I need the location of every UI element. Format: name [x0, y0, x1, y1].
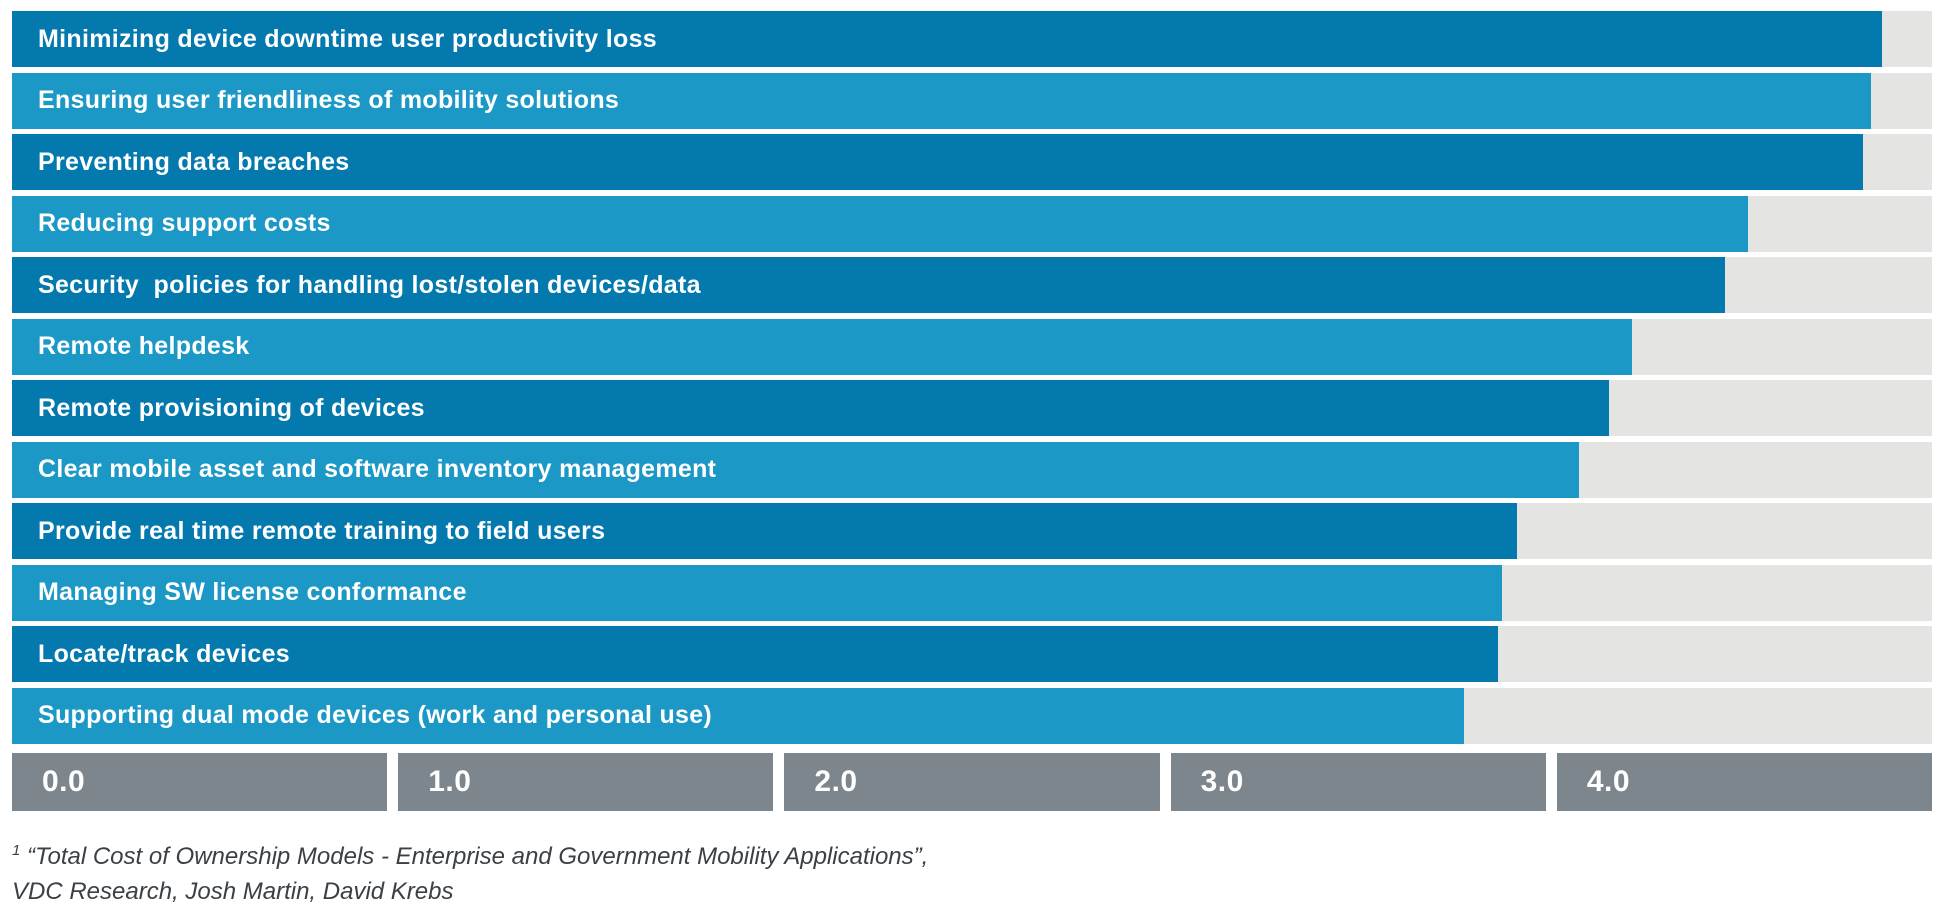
- bar-row: Locate/track devices: [12, 626, 1932, 682]
- bar: Locate/track devices: [12, 626, 1499, 682]
- bar-label: Clear mobile asset and software inventor…: [38, 455, 717, 483]
- axis-segment: 4.0: [1556, 753, 1933, 811]
- bar-label: Reducing support costs: [38, 209, 331, 237]
- axis-segment: 1.0: [398, 753, 774, 811]
- bar-label: Remote helpdesk: [38, 332, 250, 360]
- horizontal-bar-chart: Minimizing device downtime user producti…: [12, 11, 1932, 744]
- bar: Security policies for handling lost/stol…: [12, 257, 1725, 313]
- x-axis-band: 0.0 1.0 2.0 3.0 4.0: [12, 753, 1933, 811]
- bar: Remote provisioning of devices: [12, 380, 1610, 436]
- bar: Minimizing device downtime user producti…: [12, 11, 1883, 67]
- axis-segment: 2.0: [784, 753, 1160, 811]
- bar-row: Supporting dual mode devices (work and p…: [12, 687, 1932, 744]
- bar: Reducing support costs: [12, 195, 1748, 252]
- bar-row: Ensuring user friendliness of mobility s…: [12, 72, 1932, 129]
- bar-label: Remote provisioning of devices: [38, 393, 425, 422]
- bar-row: Reducing support costs: [12, 195, 1932, 252]
- bar-row: Managing SW license conformance: [12, 564, 1932, 621]
- bar-row: Clear mobile asset and software inventor…: [12, 441, 1932, 498]
- source-footnote: 1 “Total Cost of Ownership Models - Ente…: [12, 840, 962, 910]
- bar-label: Provide real time remote training to fie…: [38, 516, 606, 545]
- bar-label: Minimizing device downtime user producti…: [38, 24, 657, 53]
- bar-row: Remote helpdesk: [12, 318, 1932, 375]
- bar-row: Remote provisioning of devices: [12, 380, 1932, 436]
- axis-segment: 3.0: [1170, 753, 1546, 811]
- footnote-superscript: 1: [12, 842, 21, 859]
- bar-row: Minimizing device downtime user producti…: [12, 11, 1932, 67]
- axis-tick-label: 3.0: [1200, 765, 1244, 798]
- bar-row: Preventing data breaches: [12, 134, 1932, 190]
- bar: Provide real time remote training to fie…: [12, 503, 1518, 559]
- bar-row: Security policies for handling lost/stol…: [12, 257, 1932, 313]
- bar: Clear mobile asset and software inventor…: [12, 441, 1579, 498]
- bar: Ensuring user friendliness of mobility s…: [12, 72, 1871, 129]
- bar-label: Ensuring user friendliness of mobility s…: [38, 86, 620, 114]
- bar-label: Managing SW license conformance: [38, 578, 467, 606]
- axis-tick-label: 1.0: [428, 765, 472, 798]
- bar-label: Supporting dual mode devices (work and p…: [38, 701, 713, 729]
- axis-tick-label: 2.0: [814, 765, 858, 798]
- bar: Supporting dual mode devices (work and p…: [12, 687, 1464, 744]
- bar: Managing SW license conformance: [12, 564, 1502, 621]
- footnote-text: “Total Cost of Ownership Models - Enterp…: [12, 843, 929, 905]
- bar-label: Locate/track devices: [38, 639, 290, 668]
- bar: Remote helpdesk: [12, 318, 1633, 375]
- bar-label: Preventing data breaches: [38, 147, 350, 176]
- bar-row: Provide real time remote training to fie…: [12, 503, 1932, 559]
- bar: Preventing data breaches: [12, 134, 1863, 190]
- axis-tick-label: 0.0: [42, 765, 86, 798]
- axis-tick-label: 4.0: [1586, 765, 1631, 798]
- bar-label: Security policies for handling lost/stol…: [38, 270, 701, 299]
- axis-segment: 0.0: [12, 753, 388, 811]
